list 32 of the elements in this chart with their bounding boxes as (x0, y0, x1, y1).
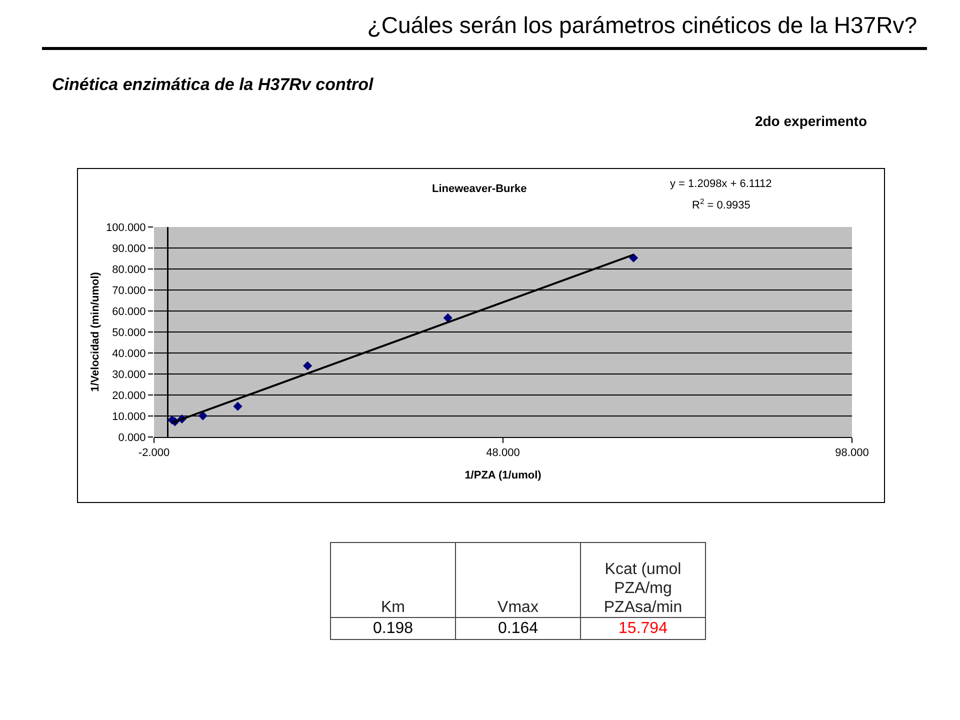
text: y = 1.2098x + 6.1112 (670, 178, 772, 190)
category-label: Vmax (456, 542, 580, 618)
y-tick-label: 0.000 (118, 432, 146, 444)
point (303, 361, 312, 370)
y-tick-label: 80.000 (112, 264, 146, 276)
y-tick-label: 30.000 (112, 368, 146, 381)
x-axis-title: 1/PZA (1/umol) (464, 469, 542, 482)
text: R$^{2}$ = 0.9935 (692, 197, 750, 212)
data-label: 15.794 (580, 618, 706, 640)
data-label: 0.164 (456, 618, 580, 640)
y-tick-label: 20.000 (112, 390, 146, 402)
text: 2do experimento (754, 113, 867, 129)
chart-title: ¿Cuáles serán los parámetros cinéticos de la H37Rv? (367, 12, 917, 39)
y-tick-label: 60.000 (112, 306, 146, 318)
text: Lineweaver-Burke (432, 183, 527, 195)
y-tick-label: 50.000 (112, 326, 146, 339)
y-tick-label: 40.000 (112, 348, 146, 360)
data-label: 0.198 (330, 618, 456, 640)
chart-subtitle: Cinética enzimática de la H37Rv control (52, 75, 374, 95)
y-axis-title: 1/Velocidad (min/umol) (90, 272, 102, 392)
y-tick-label: 100.000 (106, 222, 146, 234)
y-tick-label: 90.000 (112, 242, 146, 255)
x-tick-label: 98.000 (835, 447, 869, 460)
x-tick-label: -2.000 (138, 447, 170, 460)
y-tick-label: 10.000 (112, 410, 146, 423)
y-tick-label: 70.000 (112, 284, 146, 297)
point (233, 402, 242, 411)
point (443, 313, 452, 322)
category-label: Kcat (umol PZA/mg PZAsa/min (580, 542, 706, 618)
point (198, 411, 208, 420)
x-tick-label: 48.000 (486, 447, 520, 460)
category-label: Km (330, 542, 456, 618)
